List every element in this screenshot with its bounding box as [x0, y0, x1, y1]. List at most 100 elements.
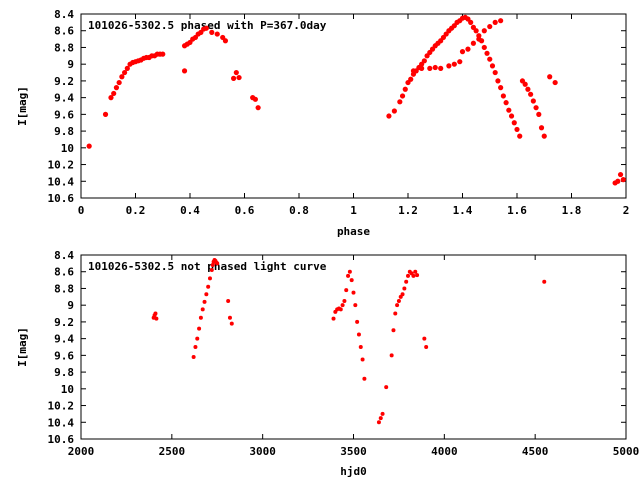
data-point — [415, 273, 420, 278]
data-point — [446, 63, 452, 69]
data-point — [500, 93, 506, 99]
data-point — [498, 18, 504, 24]
data-point — [399, 93, 406, 99]
x-tick-label: 0 — [78, 204, 85, 217]
y-tick-label: 9.8 — [54, 366, 74, 379]
data-point — [214, 31, 220, 37]
data-point — [552, 79, 558, 86]
x-tick-label: 4500 — [522, 445, 549, 458]
data-point — [547, 74, 553, 80]
y-tick-label: 9.2 — [54, 75, 74, 88]
y-tick-label: 9.6 — [54, 108, 74, 121]
y-tick-label: 10.4 — [48, 175, 75, 188]
data-point — [391, 108, 397, 114]
data-point — [393, 311, 398, 316]
data-point — [506, 107, 512, 113]
data-point — [492, 69, 498, 76]
data-point — [331, 316, 336, 321]
data-point — [200, 307, 205, 312]
data-point — [378, 416, 383, 421]
data-point — [229, 321, 234, 326]
data-point — [465, 46, 471, 52]
data-point — [236, 74, 242, 81]
data-point — [615, 178, 621, 184]
x-tick-label: 1 — [350, 204, 357, 217]
data-point — [400, 292, 405, 297]
y-tick-label: 10.4 — [48, 416, 75, 429]
data-point — [160, 51, 166, 57]
data-point — [541, 133, 547, 139]
data-point — [533, 105, 539, 111]
data-point — [536, 111, 542, 117]
y-tick-label: 9.4 — [54, 92, 74, 105]
data-point — [202, 299, 207, 304]
data-point — [503, 100, 509, 106]
data-point — [406, 273, 410, 278]
y-tick-label: 8.4 — [54, 8, 74, 21]
data-point — [255, 105, 261, 111]
data-point — [492, 19, 498, 25]
x-tick-label: 1.2 — [398, 204, 418, 217]
data-point — [424, 345, 429, 349]
data-point — [124, 65, 130, 71]
data-point — [351, 290, 356, 295]
data-point — [481, 28, 487, 34]
data-point — [411, 273, 416, 278]
data-point — [396, 299, 401, 303]
data-point — [111, 90, 117, 97]
data-point — [349, 278, 354, 283]
data-points — [151, 258, 547, 425]
data-point — [410, 68, 417, 74]
data-point — [620, 177, 626, 183]
data-point — [340, 303, 345, 308]
data-point — [508, 113, 515, 119]
data-point — [427, 65, 433, 71]
chart-title: 101026-5302.5 not phased light curve — [88, 260, 327, 273]
y-tick-label: 8.6 — [54, 266, 74, 279]
data-point — [487, 23, 493, 30]
data-point — [203, 25, 209, 31]
data-point — [181, 68, 188, 74]
data-point — [384, 385, 389, 390]
data-point — [154, 316, 159, 321]
data-point — [511, 120, 517, 126]
y-tick-label: 10.6 — [48, 433, 75, 446]
y-tick-label: 9.2 — [54, 316, 74, 329]
y-tick-label: 8.4 — [54, 249, 74, 262]
data-point — [338, 307, 343, 312]
y-tick-label: 9 — [67, 58, 74, 71]
data-point — [227, 315, 232, 320]
x-axis-label: phase — [337, 225, 370, 238]
y-tick-label: 8.8 — [54, 41, 74, 54]
x-tick-label: 3000 — [249, 445, 276, 458]
data-point — [204, 292, 209, 297]
y-tick-label: 9.4 — [54, 333, 74, 346]
data-point — [530, 98, 536, 104]
data-point — [355, 319, 360, 324]
data-point — [233, 69, 239, 76]
data-point — [198, 315, 203, 320]
data-point — [528, 91, 534, 97]
x-tick-label: 4000 — [431, 445, 458, 458]
data-point — [386, 113, 392, 119]
y-tick-label: 8.8 — [54, 282, 74, 295]
data-point — [358, 345, 363, 349]
data-point — [514, 126, 520, 133]
data-point — [215, 261, 220, 266]
data-point — [113, 85, 120, 91]
x-tick-label: 0.8 — [289, 204, 309, 217]
data-points — [86, 14, 626, 186]
data-point — [397, 99, 403, 105]
data-point — [617, 171, 624, 178]
data-point — [342, 299, 347, 303]
data-point — [252, 96, 258, 102]
data-point — [402, 86, 408, 92]
data-point — [484, 50, 490, 56]
data-point — [438, 65, 444, 71]
data-point — [122, 69, 128, 76]
x-tick-label: 3500 — [340, 445, 367, 458]
data-point — [206, 284, 211, 289]
x-tick-label: 0.6 — [235, 204, 255, 217]
data-point — [116, 79, 122, 86]
data-point — [402, 286, 407, 291]
